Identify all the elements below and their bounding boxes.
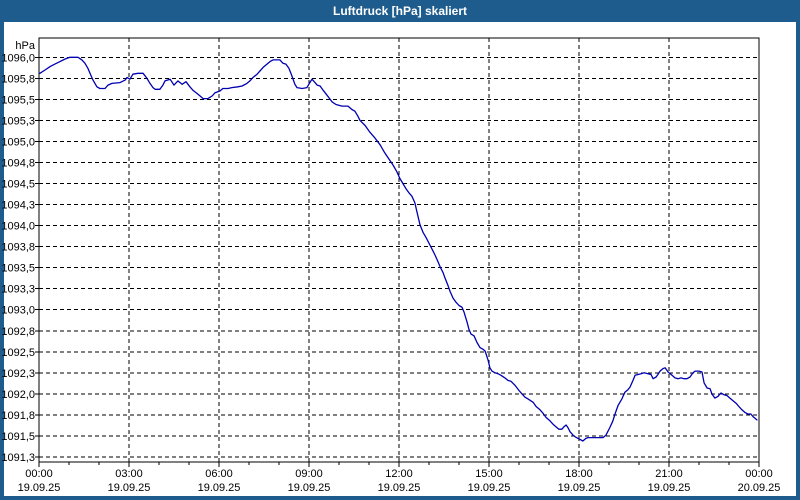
y-tick-label: 1095,0 [1,136,35,148]
y-tick-label: 1091,3 [1,452,35,464]
y-tick-label: 1093,8 [1,242,35,254]
chart-panel [4,22,796,496]
y-tick-label: 1092,0 [1,389,35,401]
x-time-label: 00:00 [745,468,773,480]
plot-border [38,37,760,463]
pressure-curve [39,56,758,442]
y-tick-label: 1093,3 [1,284,35,296]
x-date-label: 19.09.25 [18,482,61,494]
y-tick-label: 1093,0 [1,305,35,317]
x-time-label: 15:00 [475,468,503,480]
y-tick-label: 1092,5 [1,347,35,359]
y-tick-label: 1095,5 [1,94,35,106]
x-time-label: 18:00 [565,468,593,480]
y-tick-label: 1093,5 [1,263,35,275]
y-tick-label: 1092,3 [1,368,35,380]
y-tick-label: 1091,5 [1,431,35,443]
x-time-label: 21:00 [655,468,683,480]
y-tick-label: 1094,8 [1,158,35,170]
y-tick-label: 1094,3 [1,200,35,212]
x-date-label: 19.09.25 [468,482,511,494]
x-date-label: 19.09.25 [558,482,601,494]
y-tick-label: 1092,8 [1,326,35,338]
x-time-label: 12:00 [385,468,413,480]
y-tick-label: 1094,0 [1,221,35,233]
x-time-label: 06:00 [205,468,233,480]
x-date-label: 19.09.25 [198,482,241,494]
window-title: Luftdruck [hPa] skaliert [332,4,468,18]
y-tick-label: 1091,8 [1,410,35,422]
y-tick-label: 1095,3 [1,115,35,127]
x-time-label: 03:00 [115,468,143,480]
y-tick-label: 1096,0 [1,52,35,64]
x-date-label: 19.09.25 [288,482,331,494]
x-time-label: 09:00 [295,468,323,480]
x-date-label: 19.09.25 [648,482,691,494]
x-date-label: 19.09.25 [108,482,151,494]
title-bar: Luftdruck [hPa] skaliert [0,0,800,22]
y-axis-unit-label: hPa [15,40,35,52]
x-time-label: 00:00 [25,468,53,480]
y-tick-label: 1094,5 [1,179,35,191]
y-tick-label: 1095,8 [1,73,35,85]
x-date-label: 19.09.25 [378,482,421,494]
x-date-label: 20.09.25 [738,482,781,494]
